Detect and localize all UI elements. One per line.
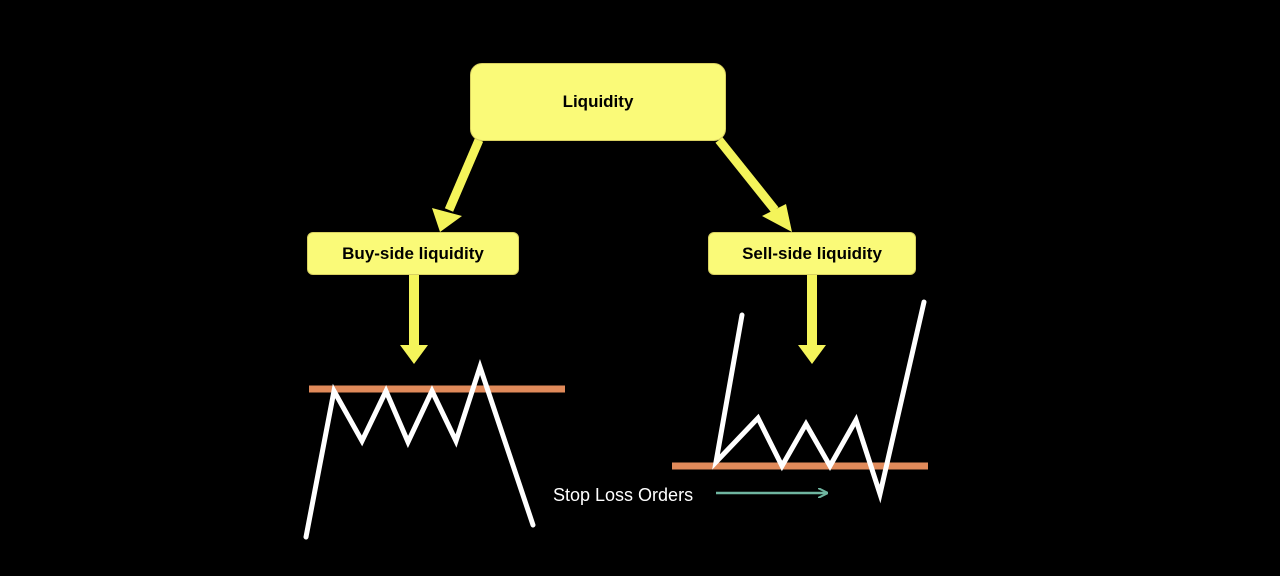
- arrow-root-to-buy: [432, 138, 484, 232]
- sell-side-price-path: [712, 299, 927, 504]
- buy-side-liquidity-label: Buy-side liquidity: [342, 243, 484, 263]
- arrow-root-to-sell: [715, 137, 792, 232]
- arrow-buy-down: [400, 275, 428, 364]
- liquidity-node-label: Liquidity: [562, 92, 634, 111]
- buy-side-liquidity-node: Buy-side liquidity: [307, 232, 519, 275]
- stop-loss-orders-label: Stop Loss Orders: [553, 485, 694, 505]
- sell-side-liquidity-node: Sell-side liquidity: [708, 232, 916, 275]
- liquidity-node: Liquidity: [470, 63, 726, 141]
- arrow-sell-down: [798, 275, 826, 364]
- sell-side-liquidity-label: Sell-side liquidity: [742, 243, 882, 263]
- buy-side-price-path: [303, 359, 536, 540]
